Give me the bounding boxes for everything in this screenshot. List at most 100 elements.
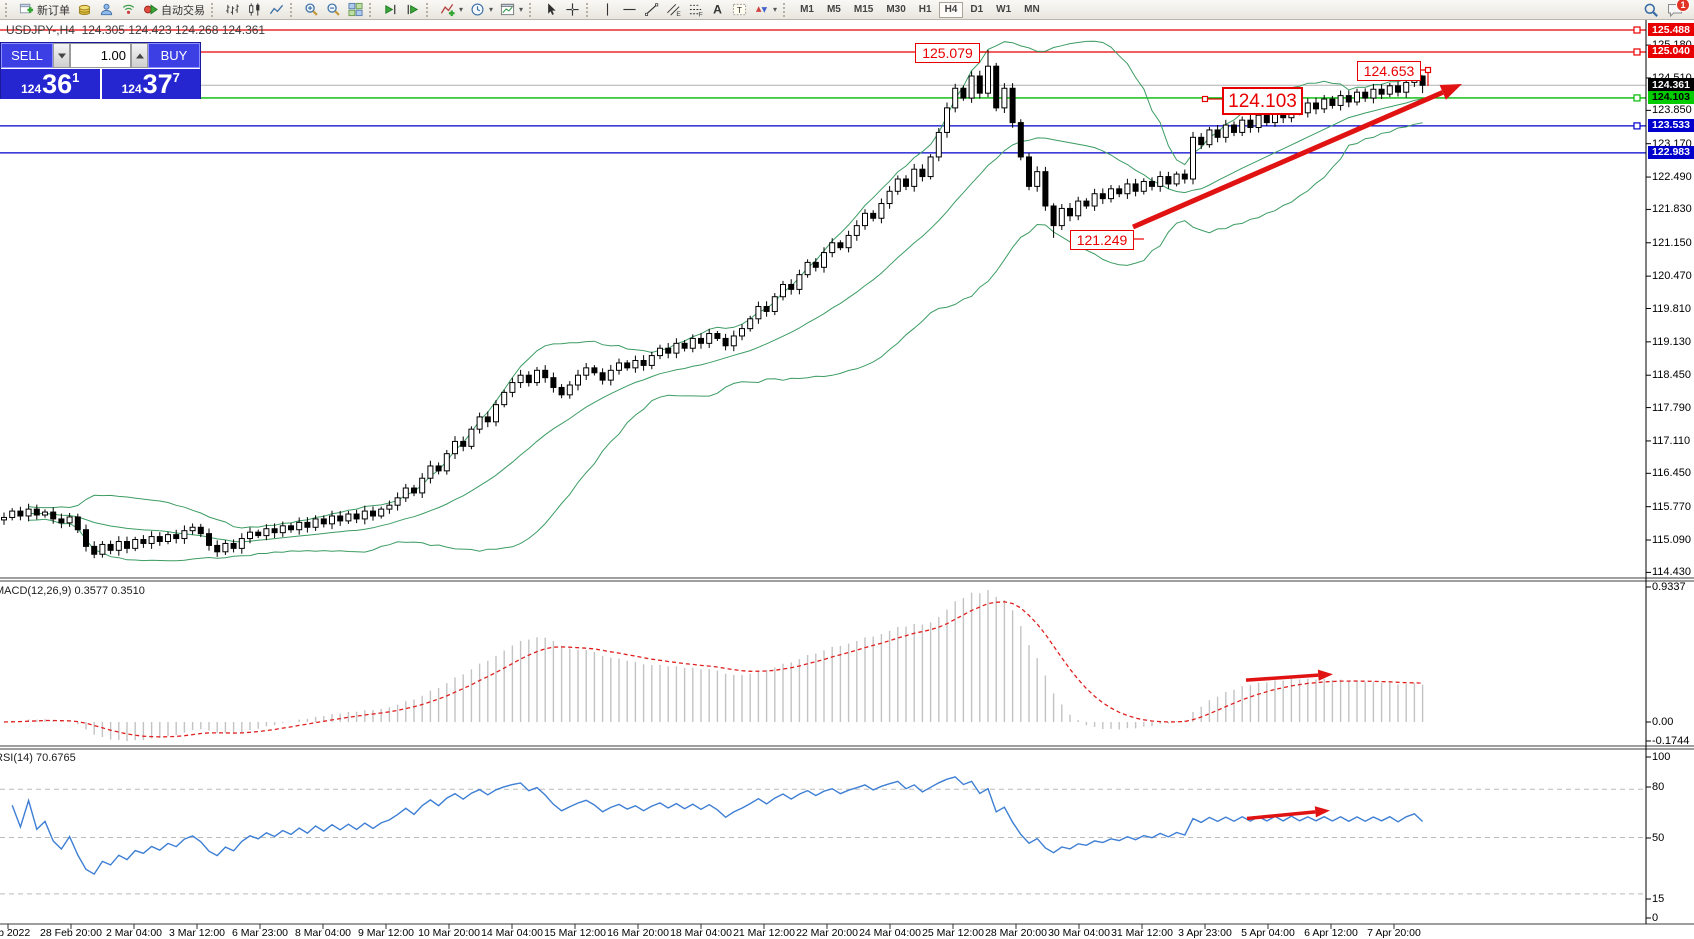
time-axis-label[interactable]: 14 Mar 04:00	[481, 927, 543, 939]
line-handle[interactable]	[1633, 48, 1641, 56]
bid-price[interactable]: 124 36 1	[1, 69, 100, 99]
ask-price[interactable]: 124 37 7	[101, 69, 200, 99]
time-axis-label[interactable]: 28 Feb 20:00	[40, 927, 102, 939]
trend-arrow[interactable]	[1132, 90, 1444, 230]
line-handle[interactable]	[1633, 94, 1641, 102]
price-annotation-label[interactable]: 124.653	[1357, 61, 1421, 81]
volume-input[interactable]	[70, 43, 131, 68]
time-axis-label[interactable]: 7 Apr 20:00	[1367, 927, 1421, 939]
toolbar-grip[interactable]	[586, 2, 592, 17]
timeframe-w1[interactable]: W1	[990, 2, 1017, 18]
toolbar-grip[interactable]	[783, 2, 789, 17]
time-axis-label[interactable]: 3 Apr 23:00	[1178, 927, 1232, 939]
timeframe-m15[interactable]: M15	[848, 2, 879, 18]
new-order-icon	[19, 3, 34, 14]
time-axis-label[interactable]: 16 Mar 20:00	[607, 927, 669, 939]
fibonacci-button[interactable]: F	[685, 1, 706, 19]
toolbar-grip[interactable]	[211, 2, 217, 17]
autotrading-button[interactable]: 自动交易	[140, 1, 208, 19]
chart-bars-button[interactable]	[222, 1, 243, 19]
shapes-button[interactable]: ▾	[751, 1, 780, 19]
line-handle[interactable]	[1633, 122, 1641, 130]
time-axis-label[interactable]: 18 Mar 04:00	[670, 927, 732, 939]
timeframe-m1[interactable]: M1	[794, 2, 820, 18]
indicators-button[interactable]: ▾	[437, 1, 466, 19]
new-order-button-label: 新订单	[37, 4, 70, 17]
community-button[interactable]	[96, 1, 117, 19]
crosshair-button[interactable]	[562, 1, 583, 19]
volume-increase-button[interactable]	[131, 43, 148, 68]
toolbar-grip[interactable]	[426, 2, 432, 17]
candle-body	[706, 333, 713, 344]
chart-candles-button[interactable]	[244, 1, 265, 19]
toolbar-grip[interactable]	[369, 2, 375, 17]
search-button[interactable]	[1643, 2, 1659, 18]
buy-button[interactable]: BUY	[148, 43, 200, 68]
time-axis-label[interactable]: 3 Mar 12:00	[168, 927, 226, 939]
timeframe-m5[interactable]: M5	[821, 2, 847, 18]
time-axis-label[interactable]: 28 Mar 20:00	[985, 927, 1047, 939]
candle-body	[944, 107, 950, 133]
funds-button[interactable]	[74, 1, 95, 19]
time-axis-label[interactable]: 15 Mar 12:00	[544, 927, 606, 939]
timeframe-mn[interactable]: MN	[1018, 2, 1046, 18]
templates-button[interactable]: ▾	[497, 1, 526, 19]
timeframe-h4[interactable]: H4	[938, 1, 964, 18]
timeframe-m30[interactable]: M30	[880, 2, 911, 18]
price-annotation-label[interactable]: 121.249	[1070, 230, 1134, 250]
time-axis-label[interactable]: Feb 2022	[0, 927, 31, 939]
time-axis-label[interactable]: 8 Mar 04:00	[294, 927, 352, 939]
candle-body	[812, 261, 819, 268]
callout-anchor[interactable]	[1201, 95, 1209, 103]
candle-body	[1099, 193, 1106, 200]
zoom-out-button[interactable]	[323, 1, 344, 19]
time-axis-label[interactable]: 25 Mar 12:00	[922, 927, 984, 939]
time-axis-label[interactable]: 5 Apr 04:00	[1241, 927, 1295, 939]
rsi-layer	[0, 776, 1646, 895]
timeframe-d1[interactable]: D1	[964, 2, 989, 18]
line-handle[interactable]	[1633, 26, 1641, 34]
tile-windows-button[interactable]	[345, 1, 366, 19]
candle-body	[1124, 183, 1131, 195]
trend-arrow[interactable]	[1246, 810, 1316, 821]
price-annotation-label[interactable]: 125.079	[915, 43, 980, 63]
volume-decrease-button[interactable]	[53, 43, 70, 68]
time-axis-label[interactable]: 24 Mar 04:00	[859, 927, 921, 939]
horizontal-line-button[interactable]	[619, 1, 640, 19]
candle-body	[1337, 95, 1344, 106]
time-axis-label[interactable]: 10 Mar 20:00	[418, 927, 480, 939]
time-axis-label[interactable]: 30 Mar 04:00	[1048, 927, 1110, 939]
chart-line-button[interactable]	[266, 1, 287, 19]
time-axis-label[interactable]: 31 Mar 12:00	[1111, 927, 1173, 939]
zoom-in-button[interactable]	[301, 1, 322, 19]
price-annotation-label[interactable]: 124.103	[1222, 87, 1303, 115]
time-axis-label[interactable]: 22 Mar 20:00	[796, 927, 858, 939]
text-button[interactable]: A	[707, 1, 728, 19]
toolbar-grip[interactable]	[5, 2, 11, 17]
toolbar-grip[interactable]	[290, 2, 296, 17]
cursor-button[interactable]	[540, 1, 561, 19]
candle-body	[993, 65, 1000, 109]
channel-button[interactable]: E	[663, 1, 684, 19]
candles-layer	[1, 50, 1426, 559]
toolbar-grip[interactable]	[529, 2, 535, 17]
periods-button[interactable]: ▾	[467, 1, 496, 19]
chat-button[interactable]: 1	[1667, 0, 1690, 18]
time-axis-label[interactable]: 21 Mar 12:00	[733, 927, 795, 939]
time-axis-label[interactable]: 9 Mar 12:00	[357, 927, 415, 939]
trend-arrow[interactable]	[1245, 673, 1319, 682]
timeframe-h1[interactable]: H1	[913, 2, 938, 18]
trendline-button[interactable]	[641, 1, 662, 19]
label-button[interactable]: T	[729, 1, 750, 19]
chart-shift-button[interactable]	[402, 1, 423, 19]
sell-button[interactable]: SELL	[1, 43, 53, 68]
time-axis-label[interactable]: 6 Mar 23:00	[231, 927, 289, 939]
time-axis-label[interactable]: 6 Apr 12:00	[1304, 927, 1358, 939]
callout-anchor[interactable]	[1424, 66, 1432, 74]
new-order-button[interactable]: 新订单	[16, 1, 73, 19]
signals-button[interactable]	[118, 1, 139, 19]
time-axis-label[interactable]: 2 Mar 04:00	[105, 927, 163, 939]
auto-scroll-button[interactable]	[380, 1, 401, 19]
vertical-line-button[interactable]	[597, 1, 618, 19]
